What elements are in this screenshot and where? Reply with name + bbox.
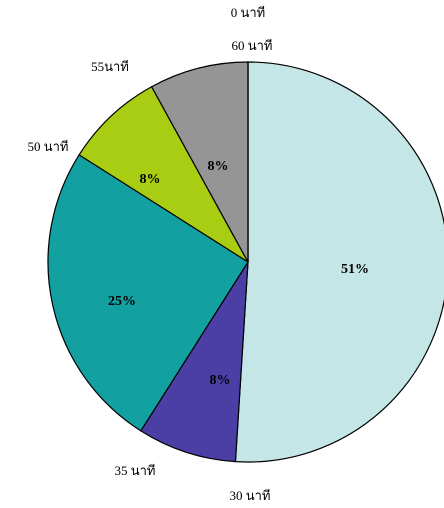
value-label: 51% bbox=[341, 262, 369, 277]
value-label: 8% bbox=[140, 172, 161, 187]
category-label: 35 นาที bbox=[114, 463, 155, 478]
value-label: 25% bbox=[108, 294, 136, 309]
category-label: 30 นาที bbox=[229, 488, 270, 503]
category-label: 55นาที bbox=[91, 59, 129, 74]
value-label: 8% bbox=[208, 159, 229, 174]
category-label: 50 นาที bbox=[27, 139, 68, 154]
pie-slice bbox=[235, 62, 444, 462]
chart: 30 นาที 51% 35 นาที 8% 50 นาที 25% 55นาที 8% 60 … bbox=[0, 0, 444, 508]
category-label: 0 นาที bbox=[231, 5, 266, 20]
category-label: 60 นาที bbox=[231, 38, 272, 53]
value-label: 8% bbox=[210, 373, 231, 388]
